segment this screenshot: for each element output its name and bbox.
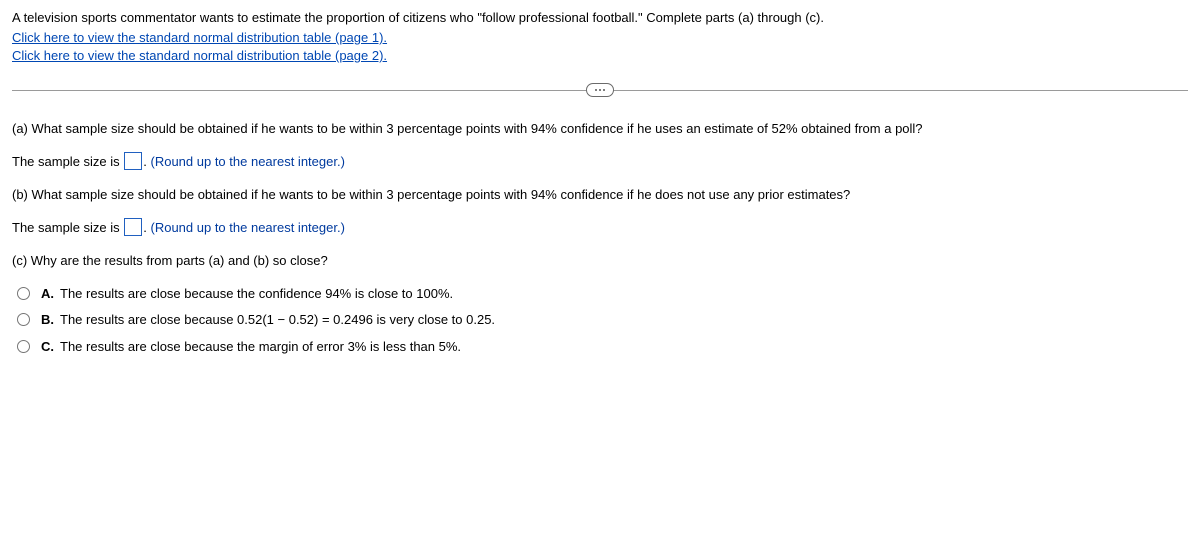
option-text: The results are close because the confid… <box>60 286 453 301</box>
option-letter: B. <box>41 312 54 327</box>
question-intro: A television sports commentator wants to… <box>12 10 1188 25</box>
option-letter: A. <box>41 286 54 301</box>
part-b-answer-row: The sample size is . (Round up to the ne… <box>12 218 1188 239</box>
option-c[interactable]: C. The results are close because the marg… <box>12 337 1188 358</box>
expand-pill[interactable] <box>586 83 614 97</box>
part-a-question: (a) What sample size should be obtained … <box>12 121 1188 138</box>
link-table-page-2[interactable]: Click here to view the standard normal d… <box>12 47 387 65</box>
part-c-question: (c) Why are the results from parts (a) a… <box>12 253 1188 270</box>
part-a-answer-row: The sample size is . (Round up to the ne… <box>12 152 1188 173</box>
option-c-radio[interactable] <box>17 340 30 353</box>
part-b-hint: (Round up to the nearest integer.) <box>151 220 345 235</box>
part-a-input[interactable] <box>124 152 142 170</box>
option-letter: C. <box>41 339 54 354</box>
part-b-prefix: The sample size is <box>12 220 123 235</box>
section-divider <box>12 83 1188 97</box>
part-b-question: (b) What sample size should be obtained … <box>12 187 1188 204</box>
part-b-input[interactable] <box>124 218 142 236</box>
part-a-hint: (Round up to the nearest integer.) <box>151 154 345 169</box>
option-text: The results are close because the margin… <box>60 339 461 354</box>
option-a[interactable]: A. The results are close because the conf… <box>12 284 1188 305</box>
part-b-suffix: . <box>143 220 150 235</box>
option-b-radio[interactable] <box>17 313 30 326</box>
part-a-prefix: The sample size is <box>12 154 123 169</box>
option-a-radio[interactable] <box>17 287 30 300</box>
option-b[interactable]: B. The results are close because 0.52(1 −… <box>12 310 1188 331</box>
part-a-suffix: . <box>143 154 150 169</box>
option-text: The results are close because 0.52(1 − 0… <box>60 312 495 327</box>
part-c-options: A. The results are close because the conf… <box>12 284 1188 358</box>
link-table-page-1[interactable]: Click here to view the standard normal d… <box>12 29 387 47</box>
